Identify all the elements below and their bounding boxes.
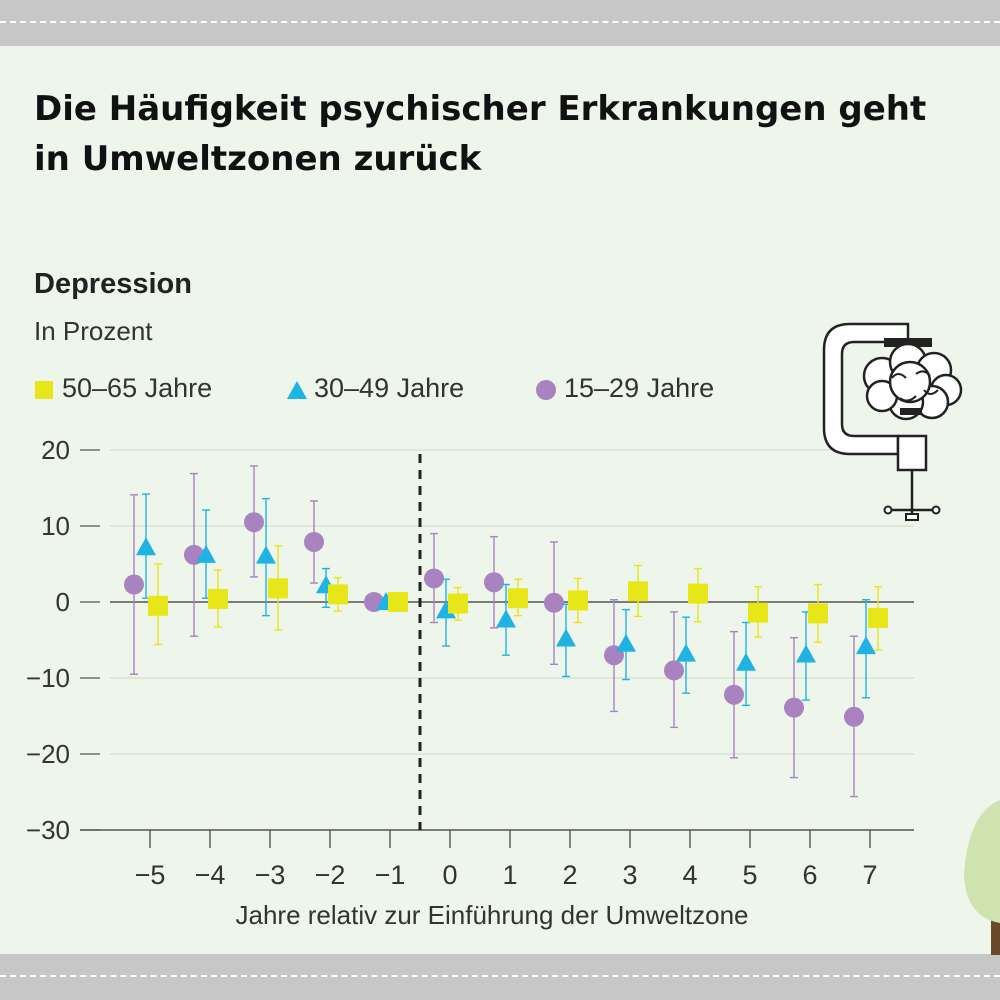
data-point-triangle — [256, 545, 276, 564]
top-dashed-line — [0, 21, 1000, 23]
data-point-circle — [484, 572, 504, 593]
data-point-triangle — [436, 600, 456, 619]
data-point-circle — [304, 531, 324, 552]
data-point-square — [208, 588, 228, 609]
data-point-square — [868, 607, 888, 628]
data-point-triangle — [796, 644, 816, 663]
data-point-circle — [244, 512, 264, 533]
chart-title: Die Häufigkeit psychischer Erkrankungen … — [34, 89, 927, 179]
data-point-triangle — [136, 537, 156, 556]
series-layer — [124, 465, 888, 798]
x-tick-label: 0 — [442, 860, 457, 890]
unit-label: In Prozent — [34, 316, 153, 346]
data-point-square — [688, 583, 708, 604]
square-marker-icon — [35, 381, 53, 399]
data-point-square — [328, 584, 348, 605]
data-point-triangle — [616, 633, 636, 652]
x-tick-label: 5 — [742, 860, 757, 890]
x-tick-label: −1 — [375, 860, 406, 890]
x-tick-label: −3 — [255, 860, 286, 890]
data-point-circle — [664, 660, 684, 681]
triangle-marker-icon — [287, 381, 307, 399]
x-tick-label: 4 — [682, 860, 697, 890]
data-point-circle — [124, 574, 144, 595]
legend-label: 50–65 Jahre — [62, 373, 213, 403]
x-tick-label: −5 — [135, 860, 166, 890]
tree-icon — [964, 800, 1000, 955]
circle-marker-icon — [536, 380, 556, 400]
x-tick-label: 7 — [862, 860, 877, 890]
legend-label: 15–29 Jahre — [564, 373, 715, 403]
data-point-square — [748, 602, 768, 623]
data-point-circle — [844, 706, 864, 727]
chart-subtitle: Depression — [34, 268, 192, 300]
data-point-square — [268, 578, 288, 599]
y-tick-label: 0 — [56, 587, 70, 617]
brain-clamp-icon — [822, 322, 963, 521]
data-point-square — [508, 588, 528, 609]
data-point-circle — [784, 697, 804, 718]
y-tick-label: −20 — [26, 739, 70, 769]
x-tick-label: 3 — [622, 860, 637, 890]
top-border-band — [0, 0, 1000, 46]
x-tick-label: 2 — [562, 860, 577, 890]
data-point-square — [568, 590, 588, 611]
data-point-triangle — [736, 652, 756, 671]
data-point-square — [628, 581, 648, 602]
y-tick-label: 10 — [41, 511, 70, 541]
data-point-triangle — [856, 636, 876, 655]
x-tick-label: 1 — [502, 860, 517, 890]
x-tick-label: −4 — [195, 860, 226, 890]
y-tick-label: 20 — [41, 435, 70, 465]
x-tick-label: 6 — [802, 860, 817, 890]
bottom-border-band — [0, 954, 1000, 1000]
data-point-circle — [544, 592, 564, 613]
data-point-triangle — [196, 544, 216, 563]
data-point-square — [448, 593, 468, 614]
y-tick-label: −30 — [26, 815, 70, 845]
data-point-square — [808, 603, 828, 624]
legend-label: 30–49 Jahre — [314, 373, 465, 403]
data-point-circle — [424, 568, 444, 589]
data-point-circle — [724, 684, 744, 705]
bottom-dashed-line — [0, 975, 1000, 977]
data-point-square — [148, 595, 168, 616]
data-point-triangle — [496, 609, 516, 628]
x-axis-title: Jahre relativ zur Einführung der Umweltz… — [235, 900, 748, 930]
data-point-triangle — [676, 643, 696, 662]
data-point-square — [388, 592, 408, 612]
data-point-triangle — [556, 628, 576, 647]
x-tick-label: −2 — [315, 860, 346, 890]
y-tick-label: −10 — [26, 663, 70, 693]
